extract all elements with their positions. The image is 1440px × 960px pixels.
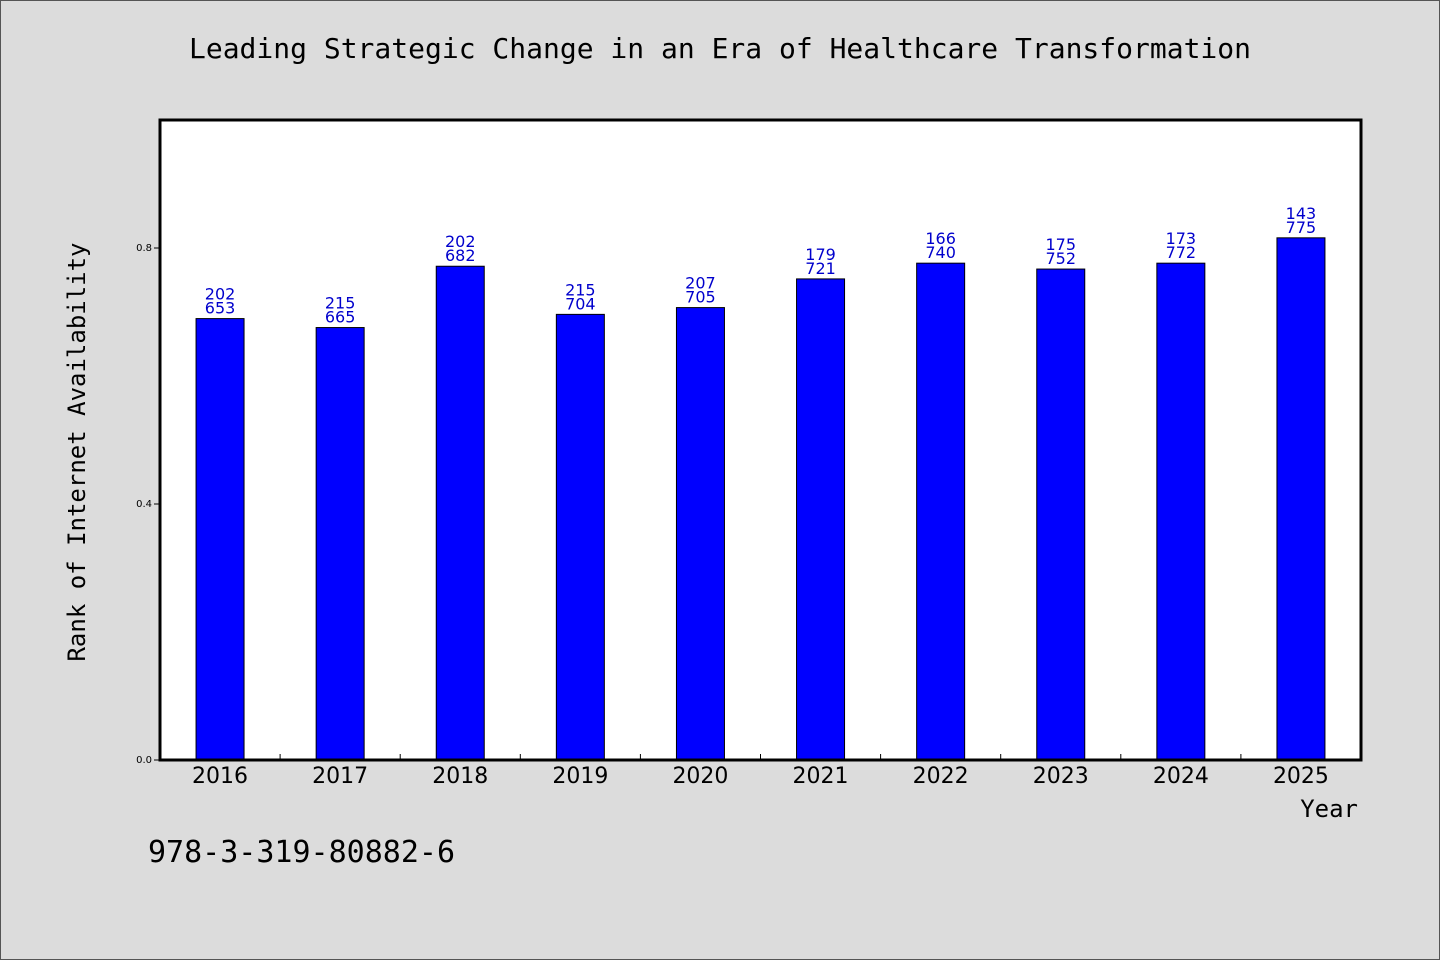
bar	[675, 307, 725, 761]
bar-label-top: 202	[205, 285, 236, 304]
x-tick-label: 2017	[312, 764, 368, 789]
bar-label-top: 202	[445, 232, 476, 251]
bar	[1276, 237, 1326, 761]
bar-label-bottom: 772	[1166, 243, 1197, 262]
plot-frame	[158, 118, 1363, 762]
y-tick-label: 0.0	[136, 755, 152, 766]
bar-label-top: 175	[1045, 235, 1076, 254]
bar	[796, 278, 846, 761]
isbn-text: 978-3-319-80882-6	[148, 835, 456, 870]
x-tick-label: 2021	[793, 764, 849, 789]
chart-title: Leading Strategic Change in an Era of He…	[188, 32, 1252, 65]
bar-label-top: 215	[565, 280, 596, 299]
bar	[195, 318, 245, 761]
x-tick-label: 2023	[1033, 764, 1089, 789]
y-tick-label: 0.8	[136, 243, 152, 254]
x-axis-label: Year	[1300, 795, 1358, 823]
bar-label-bottom: 775	[1286, 218, 1317, 237]
x-tick-label: 2019	[552, 764, 608, 789]
bar-label-top: 215	[325, 294, 356, 313]
x-tick-label: 2018	[432, 764, 488, 789]
bar-label-bottom: 665	[325, 308, 356, 327]
bar	[435, 265, 485, 761]
bar-label-bottom: 705	[685, 288, 716, 307]
x-tick-label: 2016	[192, 764, 248, 789]
bar-label-bottom: 704	[565, 294, 596, 313]
x-tick-label: 2025	[1273, 764, 1329, 789]
bar-label-bottom: 752	[1045, 249, 1076, 268]
bar	[315, 327, 365, 761]
x-tick-label: 2022	[913, 764, 969, 789]
bar-label-bottom: 740	[925, 243, 956, 262]
bar	[1036, 268, 1086, 761]
bar-label-bottom: 721	[805, 259, 836, 278]
x-tick-label: 2024	[1153, 764, 1209, 789]
bar	[555, 313, 605, 761]
bar	[916, 262, 966, 761]
bar-label-top: 143	[1286, 204, 1317, 223]
bar-label-top: 173	[1166, 229, 1197, 248]
bar-label-bottom: 682	[445, 246, 476, 265]
bar-label-top: 179	[805, 245, 836, 264]
bar	[1156, 262, 1206, 761]
y-tick-label: 0.4	[136, 499, 152, 510]
x-tick-label: 2020	[672, 764, 728, 789]
bar-label-top: 166	[925, 229, 956, 248]
bar-label-bottom: 653	[205, 299, 236, 318]
bar-label-top: 207	[685, 274, 716, 293]
